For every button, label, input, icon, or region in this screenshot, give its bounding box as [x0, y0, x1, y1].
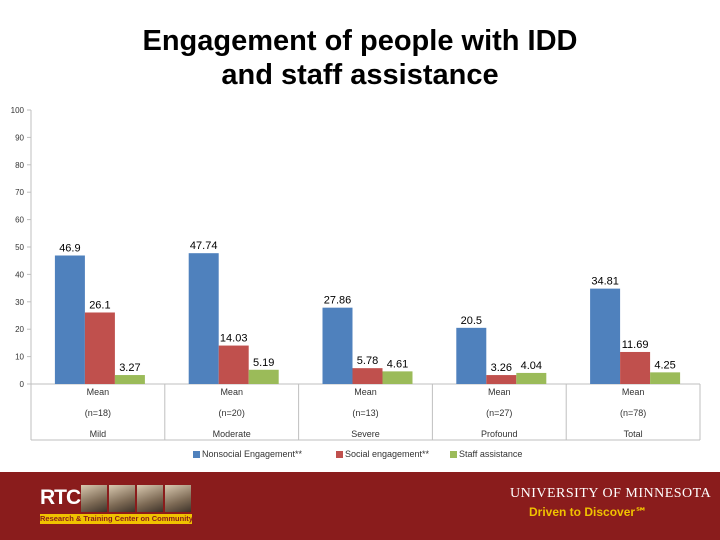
- photo-icon: [109, 485, 135, 512]
- photo-icon: [165, 485, 191, 512]
- university-tagline: Driven to Discover℠: [529, 505, 648, 519]
- bar: [322, 307, 353, 384]
- category-label: Mean: [87, 387, 110, 397]
- data-label: 27.86: [324, 295, 352, 307]
- bar: [114, 375, 145, 384]
- data-label: 34.81: [591, 276, 619, 288]
- bar: [248, 369, 279, 384]
- category-label: (n=18): [85, 408, 111, 418]
- data-label: 4.04: [521, 360, 542, 372]
- data-label: 5.78: [357, 355, 378, 367]
- y-tick-label: 80: [15, 161, 24, 170]
- y-tick-label: 60: [15, 216, 24, 225]
- bar: [650, 372, 681, 384]
- rtc-logo: RTC Research & Training Center on Commun…: [40, 484, 192, 524]
- data-label: 11.69: [622, 339, 649, 351]
- bar: [352, 368, 383, 384]
- category-label: Mean: [488, 387, 511, 397]
- category-label: (n=20): [219, 408, 245, 418]
- bar: [620, 351, 651, 384]
- category-label: Mild: [90, 429, 107, 439]
- category-label: Severe: [351, 429, 380, 439]
- category-label: (n=78): [620, 408, 646, 418]
- y-tick-label: 20: [15, 325, 24, 334]
- y-tick-label: 10: [15, 353, 24, 362]
- y-tick-label: 100: [11, 106, 25, 115]
- category-label: Moderate: [213, 429, 251, 439]
- y-tick-label: 90: [15, 133, 24, 142]
- data-label: 26.1: [89, 299, 110, 311]
- category-label: (n=27): [486, 408, 512, 418]
- bar: [188, 253, 219, 384]
- legend-entry: Social engagement**: [345, 449, 430, 459]
- data-label: 14.03: [220, 333, 248, 345]
- data-label: 46.9: [59, 242, 80, 254]
- bar: [590, 288, 621, 384]
- photo-icon: [81, 485, 107, 512]
- legend-entry: Staff assistance: [459, 449, 522, 459]
- title-line-2: and staff assistance: [221, 59, 499, 91]
- data-label: 3.26: [491, 362, 512, 374]
- legend-entry: Nonsocial Engagement**: [202, 449, 303, 459]
- legend-swatch: [450, 451, 457, 458]
- legend-swatch: [336, 451, 343, 458]
- bar: [516, 372, 547, 384]
- bar-chart: 0 10 20 30 40 50 60 70 80 90 100 46.9 26.1 3.27 Mean (n…: [11, 106, 701, 459]
- slide-title: Engagement of people with IDD and staff …: [0, 24, 720, 92]
- university-name: UNIVERSITY OF MINNESOTA: [510, 486, 712, 501]
- bar: [456, 327, 487, 384]
- data-label: 4.25: [654, 359, 675, 371]
- category-label: Mean: [622, 387, 645, 397]
- y-tick-label: 50: [15, 243, 24, 252]
- category-label: Mean: [354, 387, 377, 397]
- data-label: 20.5: [461, 315, 482, 327]
- data-label: 5.19: [253, 357, 274, 369]
- rtc-logo-text: RTC: [40, 486, 81, 509]
- title-line-1: Engagement of people with IDD: [142, 25, 578, 57]
- category-label: (n=13): [352, 408, 378, 418]
- legend-swatch: [193, 451, 200, 458]
- rtc-logo-photos-icon: [81, 485, 191, 512]
- bar: [382, 371, 413, 384]
- rtc-subtitle: Research & Training Center on Community …: [40, 514, 192, 524]
- data-label: 47.74: [190, 240, 218, 252]
- photo-icon: [137, 485, 163, 512]
- y-tick-label: 30: [15, 298, 24, 307]
- y-tick-label: 0: [20, 380, 25, 389]
- category-label: Mean: [220, 387, 243, 397]
- y-tick-label: 40: [15, 270, 24, 279]
- category-label: Profound: [481, 429, 518, 439]
- bar: [84, 312, 115, 384]
- data-label: 3.27: [119, 362, 140, 374]
- y-tick-label: 70: [15, 188, 24, 197]
- bar: [54, 255, 85, 384]
- data-label: 4.61: [387, 358, 408, 370]
- bar: [218, 345, 249, 384]
- category-label: Total: [624, 429, 643, 439]
- bar: [486, 375, 517, 384]
